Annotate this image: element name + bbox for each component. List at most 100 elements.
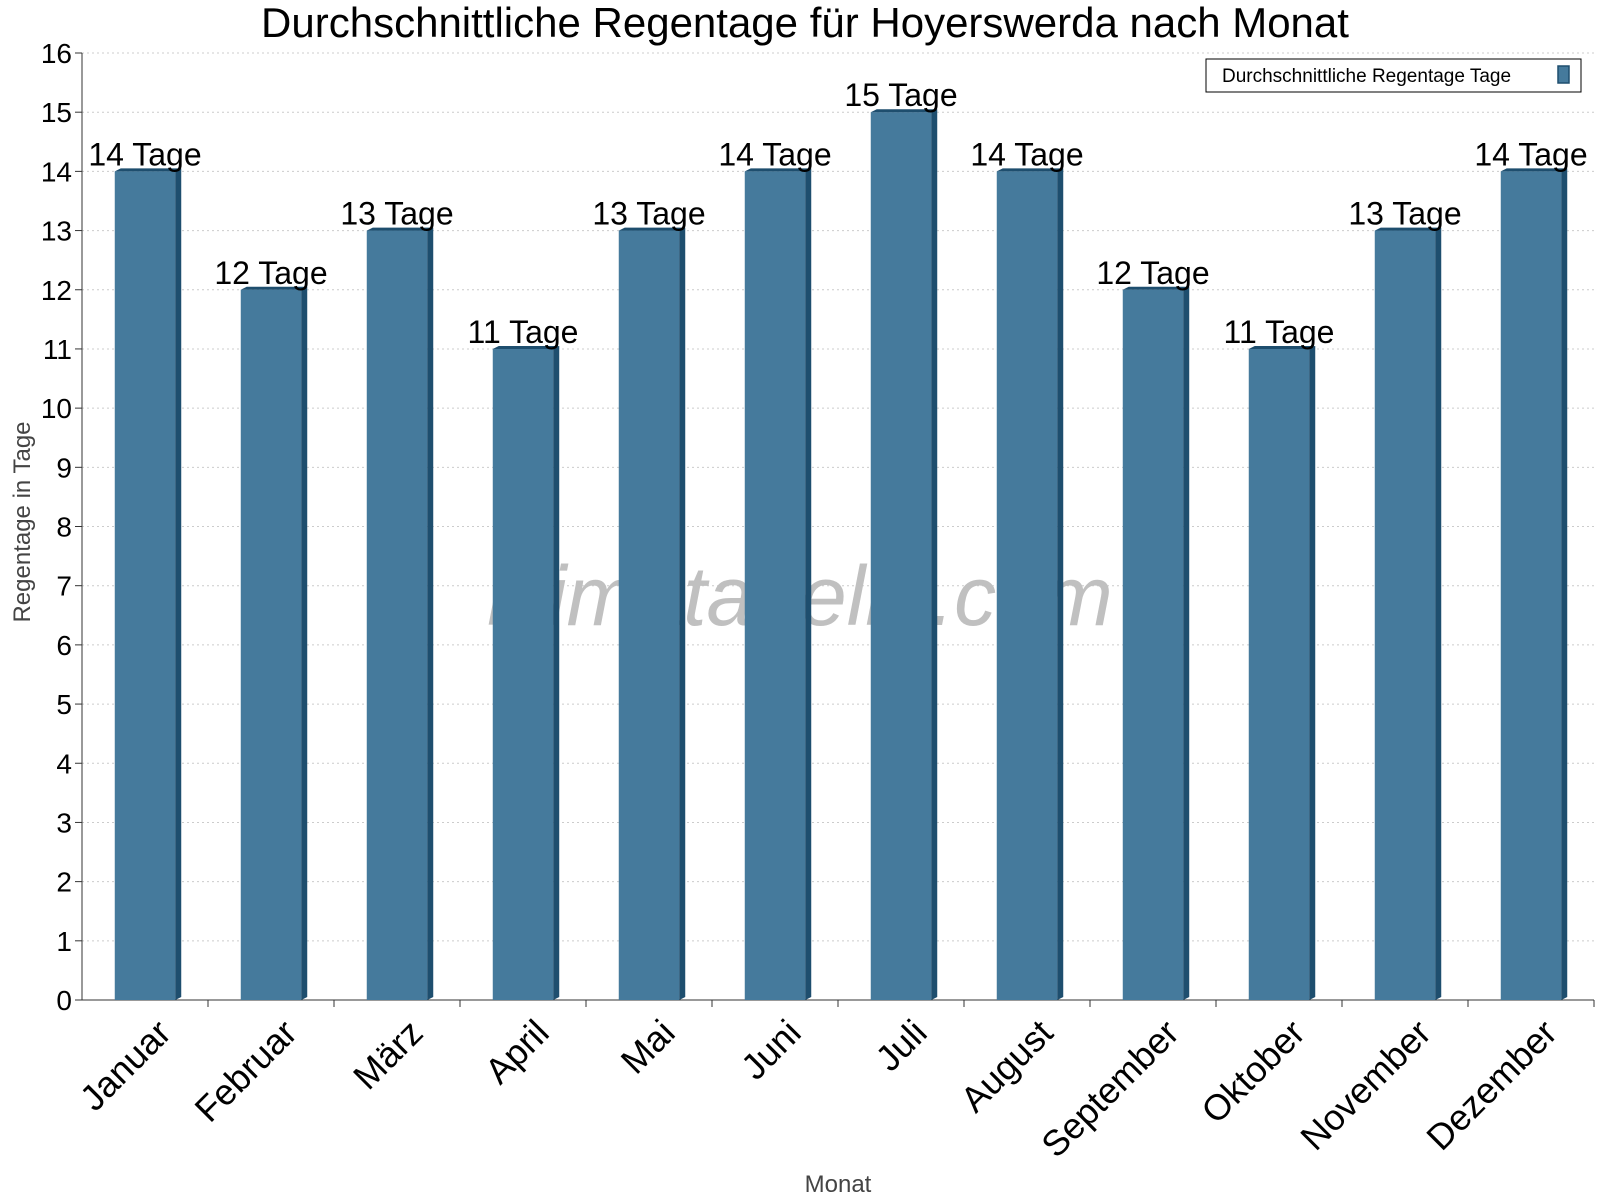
legend-box [1205,58,1582,93]
bar [240,286,308,1000]
bar-front [1500,171,1562,1000]
bar-front [870,112,932,1000]
bar-top [366,227,434,231]
x-tick-label: Februar [187,1012,305,1130]
bar-side [805,168,812,1000]
bar-side [931,109,938,1000]
y-tick-label: 3 [56,807,72,838]
x-tick-label: Juli [867,1012,934,1079]
bar-front [1248,348,1310,1000]
x-tick-label: Oktober [1193,1012,1313,1132]
bar-side [1183,286,1190,1000]
y-tick-label: 1 [56,926,72,957]
bar-side [1057,168,1064,1000]
y-tick-label: 7 [56,571,72,602]
bar-side [1561,168,1568,1000]
bar-top [114,168,182,172]
data-labels: 14 Tage 12 Tage 13 Tage 11 Tage 13 Tage 14 Ta… [88,77,1587,350]
bar-top [492,345,560,349]
bar-front [1122,289,1184,1000]
y-tick-label: 4 [56,748,72,779]
bar-side [1309,345,1316,1000]
y-tick-label: 5 [56,689,72,720]
data-label: 14 Tage [970,136,1083,172]
bar-side [553,345,560,1000]
data-label: 11 Tage [1224,314,1335,350]
x-tick-label: Juni [733,1012,809,1088]
bar [870,109,938,1000]
data-label: 12 Tage [214,255,327,291]
x-tick-label: September [1033,1012,1187,1166]
data-label: 13 Tage [592,196,705,232]
y-tick-label: 15 [41,97,72,128]
bar [1248,345,1316,1000]
x-tick-label: November [1292,1012,1438,1158]
bar-front [996,171,1058,1000]
y-tick-label: 11 [43,334,72,365]
bar-top [240,286,308,290]
x-tick-label: August [952,1012,1060,1120]
data-label: 12 Tage [1096,255,1209,291]
y-tick-label: 12 [41,275,72,306]
x-axis: Januar Februar März April Mai Juni Juli AugustS… [72,999,1595,1166]
data-label: 13 Tage [340,196,453,232]
x-tick-label: Januar [72,1012,179,1119]
bar-top [1248,345,1316,349]
x-axis-title: Monat [805,1171,872,1198]
grid-lines [82,52,1594,942]
bar-top [870,109,938,113]
y-tick-label: 13 [41,216,72,247]
bar-top [1122,286,1190,290]
bar-top [996,168,1064,172]
legend-swatch [1557,65,1570,84]
bar-side [301,286,308,1000]
data-label: 15 Tage [844,77,957,113]
bar-front [114,171,176,1000]
bar-side [1435,227,1442,1000]
bar [618,227,686,1000]
bar-front [618,230,680,1000]
y-tick-label: 6 [56,630,72,661]
data-label: 11 Tage [468,314,579,350]
bar-top [618,227,686,231]
x-tick-label: Mai [613,1012,683,1082]
bar-top [1374,227,1442,231]
bar-front [240,289,302,1000]
bar-side [427,227,434,1000]
bar [744,168,812,1000]
y-tick-label: 14 [41,156,72,187]
y-tick-label: 16 [41,38,72,69]
bars [114,109,1568,1000]
legend-label: Durchschnittliche Regentage Tage [1222,66,1511,87]
bar [1122,286,1190,1000]
data-label: 14 Tage [88,136,201,172]
bar-side [175,168,182,1000]
bar-front [744,171,806,1000]
legend: Durchschnittliche Regentage Tage [1205,58,1582,93]
chart-title: Durchschnittliche Regentage für Hoyerswe… [261,0,1349,46]
bar-side [679,227,686,1000]
x-tick-label: März [345,1012,431,1098]
bar-top [1500,168,1568,172]
bar-front [492,348,554,1000]
bar [114,168,182,1000]
data-label: 14 Tage [718,136,831,172]
bar-front [1374,230,1436,1000]
bar-front [366,230,428,1000]
bar [1500,168,1568,1000]
bar-top [744,168,812,172]
bar [366,227,434,1000]
bar [996,168,1064,1000]
data-label: 13 Tage [1348,196,1461,232]
y-axis-title: Regentage in Tage [9,421,36,622]
bar [492,345,560,1000]
y-tick-label: 2 [56,867,72,898]
x-tick-label: April [477,1012,557,1092]
y-tick-label: 10 [41,393,72,424]
data-label: 14 Tage [1474,136,1587,172]
y-tick-label: 9 [56,452,72,483]
bar [1374,227,1442,1000]
x-tick-label: Dezember [1418,1012,1564,1158]
